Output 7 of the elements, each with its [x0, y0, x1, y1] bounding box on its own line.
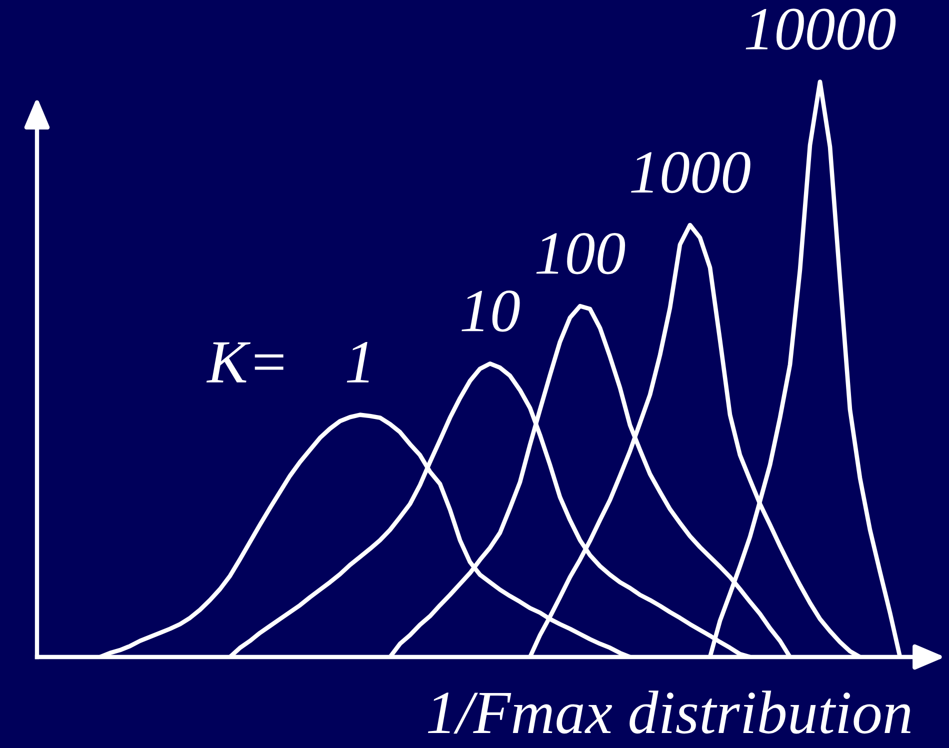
series-label: 100 — [536, 233, 626, 274]
series-label: 1000 — [631, 152, 750, 194]
series-label: 10 — [462, 290, 520, 332]
x-axis-title: 1/Fmax distribution — [428, 690, 910, 734]
series-label: 10000 — [746, 8, 896, 50]
series-label: 1 — [346, 342, 369, 382]
annotation: K= — [206, 342, 284, 382]
